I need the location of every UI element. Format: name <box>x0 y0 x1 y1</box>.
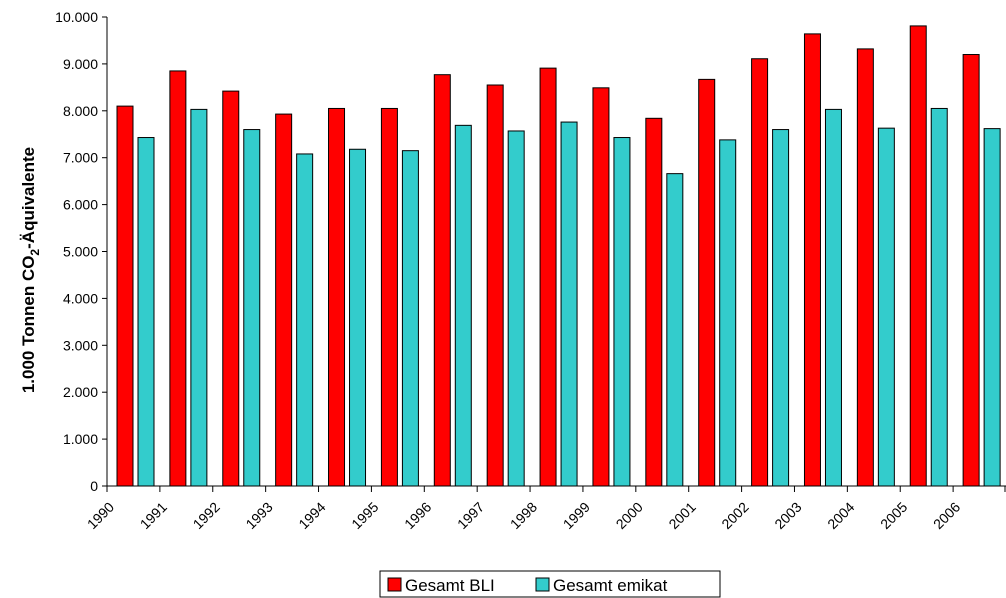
y-tick-label: 2.000 <box>63 384 98 400</box>
x-tick-label: 2002 <box>718 499 751 532</box>
bar-gesamt-emikat-2006 <box>983 128 1001 487</box>
bar-gesamt-emikat-1991 <box>190 108 208 487</box>
x-tick-label: 1992 <box>190 499 223 532</box>
y-tick-label: 1.000 <box>63 431 98 447</box>
y-axis-title-main: 1.000 Tonnen CO <box>19 256 38 394</box>
x-tick-label: 2006 <box>930 499 963 532</box>
bar-gesamt-bli-1995 <box>380 107 398 487</box>
bar-gesamt-bli-2001 <box>698 78 716 487</box>
y-tick-label: 7.000 <box>63 150 98 166</box>
bar-gesamt-emikat-1996 <box>454 124 472 487</box>
x-tick-label: 1995 <box>348 499 381 532</box>
y-tick-label: 10.000 <box>55 9 98 25</box>
bar-gesamt-emikat-2004 <box>877 127 895 487</box>
plot-area: 0 1.000 2.000 3.000 4.000 5.000 6.000 7.000 8.00… <box>55 9 1006 532</box>
y-tick-label: 9.000 <box>63 56 98 72</box>
bar-gesamt-bli-1990 <box>116 105 134 487</box>
bar-gesamt-emikat-2001 <box>719 139 737 487</box>
x-tick-label: 1993 <box>242 499 275 532</box>
bar-gesamt-bli-1994 <box>328 107 346 487</box>
bar-gesamt-emikat-1990 <box>137 137 155 487</box>
bar-gesamt-bli-2004 <box>856 48 874 487</box>
bar-gesamt-bli-1998 <box>539 67 557 487</box>
legend-swatch-gesamt-emikat <box>535 577 550 592</box>
bar-gesamt-bli-2000 <box>645 117 663 487</box>
y-axis-title-tail: -Äquivalente <box>19 147 38 249</box>
bar-gesamt-bli-1999 <box>592 87 610 487</box>
y-tick-label: 5.000 <box>63 244 98 260</box>
x-tick-label: 1996 <box>401 499 434 532</box>
bar-gesamt-bli-1992 <box>222 90 240 487</box>
x-tick-label: 1990 <box>84 499 117 532</box>
legend-label-gesamt-bli: Gesamt BLI <box>405 576 495 595</box>
bar-gesamt-emikat-1993 <box>296 153 314 487</box>
bar-gesamt-emikat-1995 <box>401 150 419 487</box>
bar-gesamt-bli-1991 <box>169 70 187 487</box>
bar-gesamt-bli-1997 <box>486 84 504 487</box>
x-tick-label: 2001 <box>665 499 698 532</box>
bar-gesamt-bli-1996 <box>433 74 451 487</box>
bar-gesamt-emikat-2002 <box>772 129 790 487</box>
bar-gesamt-emikat-2003 <box>824 108 842 487</box>
y-tick-label: 6.000 <box>63 197 98 213</box>
x-tick-label: 1999 <box>560 499 593 532</box>
y-tick-label: 0 <box>90 478 98 494</box>
x-tick-label: 2004 <box>824 499 857 532</box>
x-tick-label: 1997 <box>454 499 487 532</box>
x-tick-label: 2005 <box>877 499 910 532</box>
x-tick-label: 1994 <box>295 499 328 532</box>
legend-label-gesamt-emikat: Gesamt emikat <box>553 576 668 595</box>
bar-gesamt-bli-2006 <box>962 54 980 487</box>
y-tick-label: 3.000 <box>63 337 98 353</box>
legend-box <box>379 570 721 598</box>
legend-swatch-gesamt-bli <box>387 577 402 592</box>
bar-gesamt-bli-1993 <box>275 113 293 487</box>
y-axis-title-subscript: 2 <box>28 249 42 256</box>
bar-gesamt-emikat-1992 <box>243 129 261 487</box>
bar-gesamt-emikat-1997 <box>507 130 525 487</box>
svg-text:1.000 Tonnen CO2-Äquivalente: 1.000 Tonnen CO2-Äquivalente <box>19 147 42 393</box>
bar-gesamt-bli-2002 <box>751 58 769 487</box>
x-tick-label: 2000 <box>613 499 646 532</box>
y-axis-title: 1.000 Tonnen CO2-Äquivalente <box>19 147 42 393</box>
x-tick-label: 2003 <box>771 499 804 532</box>
x-tick-label: 1991 <box>137 499 170 532</box>
bar-gesamt-emikat-1994 <box>349 148 367 487</box>
y-tick-label: 8.000 <box>63 103 98 119</box>
bar-gesamt-bli-2003 <box>803 33 821 487</box>
bar-gesamt-emikat-1998 <box>560 121 578 487</box>
bar-gesamt-emikat-1999 <box>613 137 631 487</box>
bar-gesamt-emikat-2005 <box>930 107 948 487</box>
legend: Gesamt BLI Gesamt emikat <box>379 570 721 598</box>
y-tick-label: 4.000 <box>63 290 98 306</box>
x-tick-label: 1998 <box>507 499 540 532</box>
bar-gesamt-emikat-2000 <box>666 173 684 487</box>
bar-gesamt-bli-2005 <box>909 25 927 487</box>
